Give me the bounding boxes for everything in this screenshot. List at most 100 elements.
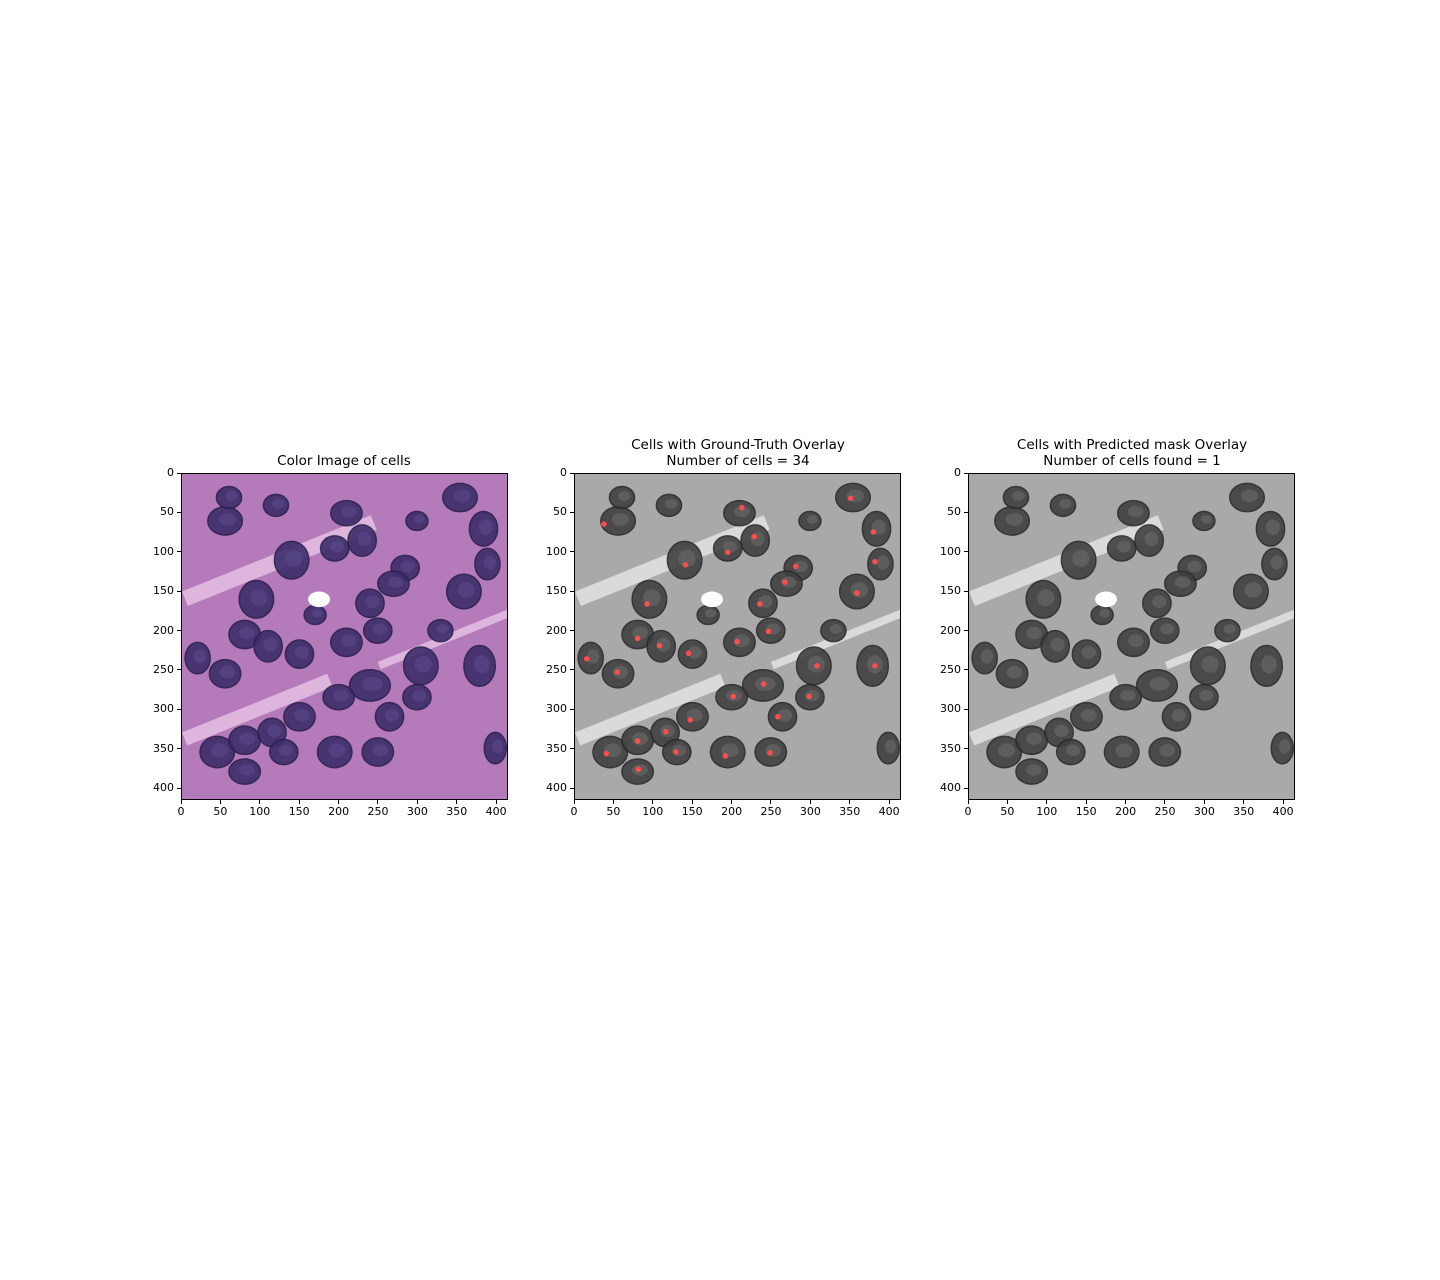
ground-truth-marker xyxy=(601,521,607,527)
nucleus-texture xyxy=(293,708,310,722)
nucleus-texture xyxy=(780,576,797,588)
nucleus-texture xyxy=(705,609,716,618)
nucleus-texture xyxy=(1152,595,1167,608)
nucleus-texture xyxy=(312,609,323,618)
x-tick-mark xyxy=(377,800,379,804)
ground-truth-marker xyxy=(635,766,642,772)
stroma-band xyxy=(575,673,726,746)
nucleus-texture xyxy=(413,515,425,524)
ground-truth-marker xyxy=(722,753,729,759)
image-axes xyxy=(574,473,901,800)
nucleus-texture xyxy=(414,655,432,673)
nucleus-texture xyxy=(483,555,497,570)
stroma-band xyxy=(969,673,1120,746)
x-tick-label: 100 xyxy=(642,805,664,818)
nucleus-texture xyxy=(632,732,648,746)
y-tick-label: 50 xyxy=(160,505,174,519)
nucleus-texture xyxy=(1159,744,1175,757)
nucleus-texture xyxy=(665,498,678,509)
y-tick-label: 350 xyxy=(940,741,961,755)
nucleus-texture xyxy=(1270,555,1284,570)
cell-image xyxy=(969,474,1294,799)
y-tick-label: 400 xyxy=(153,781,174,795)
nucleus-texture xyxy=(474,655,490,674)
nucleus-texture xyxy=(1171,708,1186,722)
y-tick-mark xyxy=(964,708,968,710)
nucleus-texture xyxy=(1160,623,1175,635)
y-tick-label: 0 xyxy=(560,466,567,479)
ground-truth-marker xyxy=(870,529,877,535)
nucleus-texture xyxy=(272,498,285,509)
y-tick-label: 150 xyxy=(546,584,567,598)
ground-truth-marker xyxy=(584,656,590,662)
nucleus-texture xyxy=(294,646,309,659)
nucleus-texture xyxy=(239,764,255,776)
nucleus-texture xyxy=(1115,743,1133,758)
y-tick-mark xyxy=(177,748,181,750)
nucleus-texture xyxy=(1244,582,1262,598)
x-tick-label: 350 xyxy=(446,805,468,818)
nucleus-texture xyxy=(1026,732,1042,746)
nucleus-texture xyxy=(1187,560,1202,573)
ground-truth-marker xyxy=(687,717,693,723)
x-tick-label: 350 xyxy=(839,805,861,818)
y-tick-mark xyxy=(177,472,181,474)
y-tick-label: 100 xyxy=(940,544,961,558)
ground-truth-marker xyxy=(814,663,820,669)
ground-truth-marker xyxy=(663,728,669,735)
ground-truth-marker xyxy=(644,601,650,607)
y-tick-label: 300 xyxy=(153,702,174,716)
nucleus-texture xyxy=(1026,764,1042,776)
image-axes xyxy=(181,473,508,800)
ground-truth-marker xyxy=(682,562,689,568)
ground-truth-marker xyxy=(775,714,781,720)
y-tick-label: 200 xyxy=(153,623,174,637)
x-tick-label: 200 xyxy=(328,805,350,818)
nucleus-texture xyxy=(1144,531,1159,547)
ground-truth-marker xyxy=(656,642,663,649)
ground-truth-marker xyxy=(673,749,679,755)
nucleus-texture xyxy=(980,649,994,664)
nucleus-texture xyxy=(357,531,372,547)
y-tick-label: 150 xyxy=(153,584,174,598)
nucleus-texture xyxy=(1200,515,1212,524)
y-tick-mark xyxy=(570,590,574,592)
nucleus-texture xyxy=(586,649,600,664)
x-tick-mark xyxy=(298,800,300,804)
x-tick-mark xyxy=(809,800,811,804)
ground-truth-marker xyxy=(614,669,621,675)
y-tick-mark xyxy=(570,669,574,671)
x-tick-mark xyxy=(1243,800,1245,804)
nucleus-texture xyxy=(387,576,404,588)
x-tick-label: 250 xyxy=(1154,805,1176,818)
nucleus-texture xyxy=(885,739,897,754)
nucleus-texture xyxy=(225,490,238,501)
nucleus-texture xyxy=(1240,489,1258,503)
nucleus-texture xyxy=(876,555,890,570)
y-tick-mark xyxy=(570,787,574,789)
nucleus-texture xyxy=(372,744,388,757)
y-tick-mark xyxy=(570,511,574,513)
ground-truth-marker xyxy=(603,750,610,757)
ground-truth-marker xyxy=(847,495,854,502)
nucleus-texture xyxy=(1005,513,1024,526)
ground-truth-marker xyxy=(734,638,740,645)
nucleus-texture xyxy=(1199,689,1214,702)
y-tick-label: 250 xyxy=(940,662,961,676)
panel-subtitle: Number of cells found = 1 xyxy=(1043,453,1221,469)
ground-truth-marker xyxy=(806,693,812,700)
nucleus-texture xyxy=(365,595,380,608)
x-tick-label: 50 xyxy=(606,805,621,818)
ground-truth-marker xyxy=(634,635,641,642)
nucleus-texture xyxy=(997,743,1016,758)
y-tick-label: 400 xyxy=(546,781,567,795)
nucleus-texture xyxy=(279,744,294,757)
x-tick-label: 0 xyxy=(964,805,972,818)
nucleus-texture xyxy=(218,513,237,526)
x-tick-label: 100 xyxy=(1036,805,1058,818)
ground-truth-marker xyxy=(751,533,758,540)
nucleus-texture xyxy=(340,505,357,518)
image-axes xyxy=(968,473,1295,800)
nucleus-texture xyxy=(239,626,255,640)
y-tick-mark xyxy=(964,472,968,474)
